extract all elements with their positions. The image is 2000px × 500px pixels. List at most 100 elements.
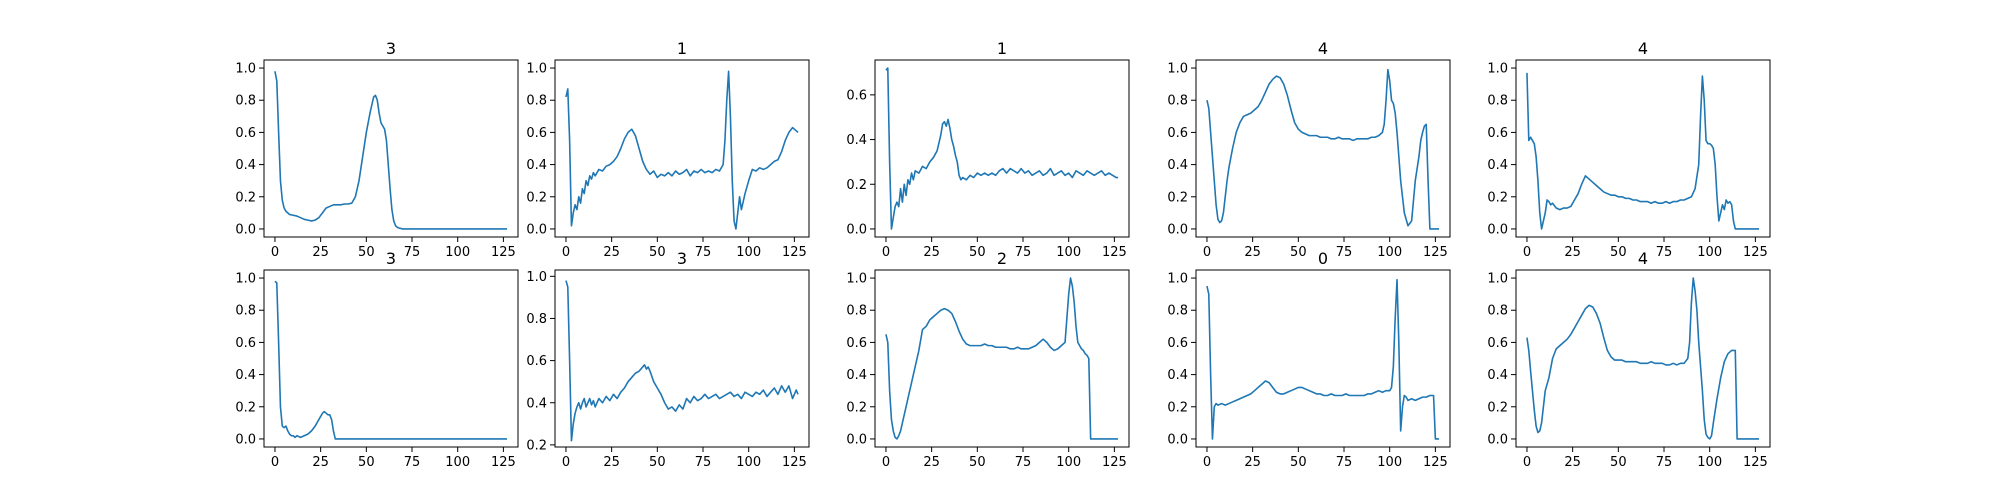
subplot-title: 3 [386, 39, 396, 58]
x-tick-label: 100 [1377, 245, 1402, 260]
y-tick-label: 0.8 [1167, 304, 1188, 319]
x-tick-label: 25 [312, 245, 329, 260]
x-tick-label: 75 [1656, 245, 1673, 260]
x-tick-label: 100 [1377, 455, 1402, 470]
y-tick-label: 0.4 [235, 368, 256, 383]
y-tick-label: 0.0 [526, 222, 547, 237]
x-tick-label: 75 [695, 245, 712, 260]
y-tick-label: 0.6 [235, 126, 256, 141]
x-tick-label: 0 [1203, 245, 1211, 260]
y-tick-label: 0.8 [526, 312, 547, 327]
y-tick-label: 0.8 [1487, 304, 1508, 319]
y-tick-label: 0.4 [846, 133, 867, 148]
y-tick-label: 0.0 [1167, 432, 1188, 447]
x-tick-label: 50 [649, 455, 666, 470]
y-tick-label: 0.8 [1167, 94, 1188, 109]
y-tick-label: 0.2 [235, 400, 256, 415]
series-line [1526, 72, 1760, 230]
y-tick-label: 0.4 [1167, 158, 1188, 173]
y-tick-label: 1.0 [235, 62, 256, 77]
x-tick-label: 125 [1743, 245, 1768, 260]
x-tick-label: 125 [1102, 455, 1127, 470]
x-tick-label: 100 [736, 455, 761, 470]
x-tick-label: 75 [1656, 455, 1673, 470]
subplot-title: 1 [677, 39, 687, 58]
series-line [1206, 68, 1440, 230]
x-tick-label: 0 [562, 245, 570, 260]
y-tick-label: 0.2 [1487, 190, 1508, 205]
y-tick-label: 0.4 [1167, 368, 1188, 383]
x-tick-label: 75 [695, 455, 712, 470]
subplot-title: 0 [1318, 249, 1328, 268]
x-tick-label: 25 [312, 455, 329, 470]
x-tick-label: 100 [1056, 455, 1081, 470]
x-tick-label: 0 [271, 245, 279, 260]
y-tick-label: 0.0 [235, 222, 256, 237]
x-tick-label: 50 [1610, 455, 1627, 470]
y-tick-label: 0.2 [526, 438, 547, 453]
y-tick-label: 1.0 [1167, 272, 1188, 287]
x-tick-label: 50 [649, 245, 666, 260]
y-tick-label: 0.8 [1487, 94, 1508, 109]
x-tick-label: 125 [491, 245, 516, 260]
y-tick-label: 0.4 [1487, 368, 1508, 383]
axes-frame [554, 59, 810, 238]
series-line [274, 71, 508, 230]
x-tick-label: 100 [445, 455, 470, 470]
axes-frame [1195, 59, 1451, 238]
series-line [1206, 278, 1440, 440]
x-tick-label: 25 [923, 455, 940, 470]
x-tick-label: 75 [1015, 245, 1032, 260]
y-tick-label: 0.2 [235, 190, 256, 205]
x-tick-label: 125 [1102, 245, 1127, 260]
y-tick-label: 1.0 [1487, 272, 1508, 287]
y-tick-label: 0.0 [1167, 222, 1188, 237]
y-tick-label: 0.6 [235, 336, 256, 351]
subplot-6: 3 0 25 50 75 100 125 0.0 0.2 0.4 0.6 0.8 1.0 [235, 249, 519, 470]
y-tick-label: 0.0 [235, 432, 256, 447]
y-tick-label: 0.0 [846, 432, 867, 447]
y-tick-label: 0.6 [1487, 126, 1508, 141]
subplot-5: 4 0 25 50 75 100 125 0.0 0.2 0.4 0.6 0.8 1.0 [1487, 39, 1771, 260]
x-tick-label: 0 [1523, 455, 1531, 470]
y-tick-label: 1.0 [235, 272, 256, 287]
x-tick-label: 25 [923, 245, 940, 260]
y-tick-label: 0.6 [1167, 336, 1188, 351]
x-tick-label: 125 [782, 455, 807, 470]
y-tick-label: 1.0 [1487, 62, 1508, 77]
x-tick-label: 125 [491, 455, 516, 470]
y-tick-label: 0.0 [1487, 432, 1508, 447]
series-line [274, 280, 508, 440]
subplot-title: 2 [997, 249, 1007, 268]
series-line [565, 70, 799, 230]
y-tick-label: 0.4 [526, 158, 547, 173]
y-tick-label: 0.6 [846, 336, 867, 351]
axes-frame [874, 59, 1130, 238]
x-tick-label: 100 [1697, 245, 1722, 260]
x-tick-label: 0 [882, 455, 890, 470]
y-tick-label: 1.0 [1167, 62, 1188, 77]
y-tick-label: 0.2 [1487, 400, 1508, 415]
subplot-2: 1 0 25 50 75 100 125 0.0 0.2 0.4 0.6 0.8 1.0 [526, 39, 810, 260]
x-tick-label: 0 [271, 455, 279, 470]
y-tick-label: 0.8 [846, 304, 867, 319]
x-tick-label: 125 [1423, 245, 1448, 260]
y-tick-label: 0.4 [235, 158, 256, 173]
axes-frame [554, 269, 810, 448]
subplot-9: 0 0 25 50 75 100 125 0.0 0.2 0.4 0.6 0.8 1.0 [1167, 249, 1451, 470]
subplot-title: 3 [677, 249, 687, 268]
subplot-1: 3 0 25 50 75 100 125 0.0 0.2 0.4 0.6 0.8 1.0 [235, 39, 519, 260]
x-tick-label: 50 [358, 455, 375, 470]
y-tick-label: 0.6 [526, 354, 547, 369]
y-tick-label: 0.6 [1167, 126, 1188, 141]
x-tick-label: 0 [1523, 245, 1531, 260]
x-tick-label: 100 [1697, 455, 1722, 470]
y-tick-label: 0.2 [1167, 190, 1188, 205]
subplot-8: 2 0 25 50 75 100 125 0.0 0.2 0.4 0.6 0.8 1.0 [846, 249, 1130, 470]
axes-frame [263, 59, 519, 238]
series-line [885, 277, 1119, 440]
y-tick-label: 0.4 [846, 368, 867, 383]
subplot-title: 3 [386, 249, 396, 268]
y-tick-label: 0.4 [526, 396, 547, 411]
